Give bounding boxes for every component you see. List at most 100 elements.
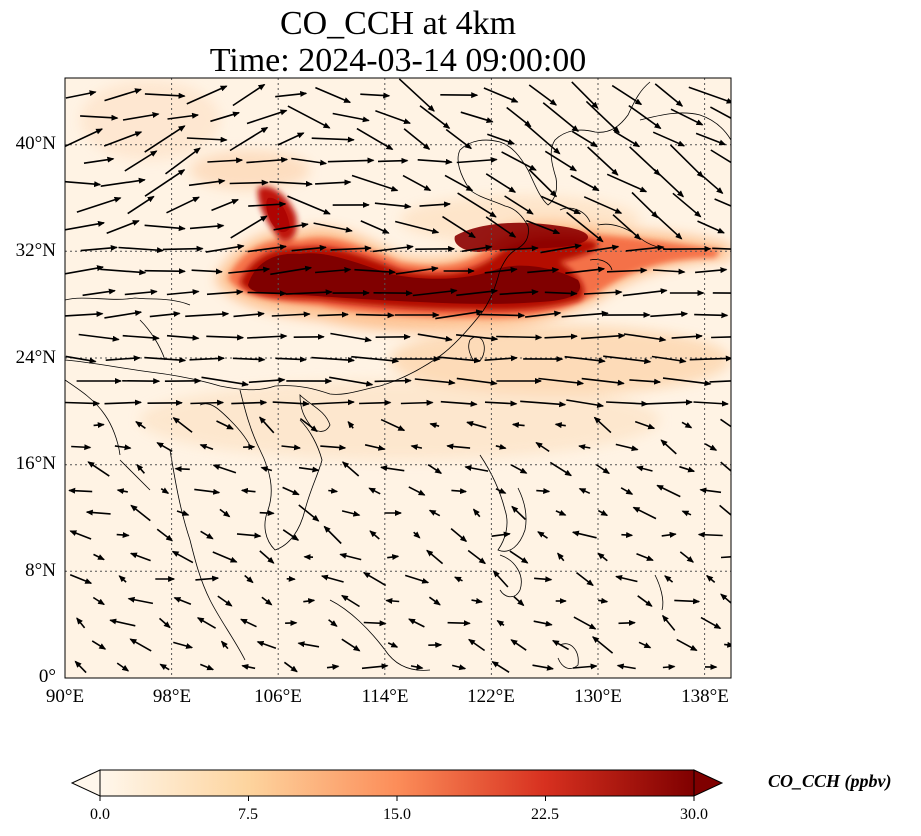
wind-arrow — [374, 377, 412, 384]
wind-arrow — [236, 532, 262, 539]
wind-arrow — [395, 220, 440, 234]
wind-arrow — [483, 87, 519, 103]
wind-arrow — [664, 575, 674, 583]
wind-arrow — [618, 619, 636, 626]
wind-arrow — [612, 214, 642, 240]
wind-arrow — [499, 289, 539, 296]
wind-arrow — [317, 311, 349, 318]
x-tick-label: 114°E — [361, 686, 409, 707]
wind-arrow — [195, 575, 220, 582]
wind-arrow — [91, 640, 107, 650]
wind-arrow — [65, 128, 104, 148]
wind-arrow — [417, 333, 453, 342]
wind-arrow — [374, 202, 412, 210]
wind-arrow — [311, 136, 355, 143]
wind-arrow — [613, 130, 641, 148]
wind-arrow — [565, 266, 606, 274]
wind-arrow — [538, 377, 585, 386]
wind-arrow — [414, 378, 456, 386]
wind-arrow — [693, 400, 729, 407]
wind-arrow — [511, 422, 525, 428]
wind-arrow — [525, 219, 561, 235]
wind-arrow — [116, 532, 130, 538]
wind-arrow — [186, 85, 228, 105]
wind-arrow — [456, 156, 498, 164]
wind-arrow — [447, 620, 471, 627]
wind-arrow — [247, 244, 287, 253]
x-tick-label: 122°E — [467, 686, 515, 707]
wind-arrow — [672, 192, 702, 218]
wind-arrow — [570, 174, 600, 192]
wind-arrow — [681, 421, 693, 429]
wind-arrow — [76, 617, 86, 629]
wind-arrow — [160, 487, 170, 494]
wind-arrow — [189, 223, 225, 230]
wind-arrow — [231, 399, 268, 406]
wind-arrow — [456, 377, 498, 386]
wind-arrow — [679, 551, 694, 563]
wind-arrow — [525, 123, 561, 155]
wind-arrow — [186, 136, 228, 143]
wind-vectors — [65, 78, 731, 674]
wind-arrow — [564, 355, 606, 364]
wind-arrow — [360, 92, 391, 99]
wind-arrow — [711, 336, 731, 339]
wind-arrow — [699, 487, 722, 494]
wind-arrow — [720, 418, 731, 432]
wind-arrow — [69, 573, 93, 585]
wind-arrow — [622, 288, 668, 297]
wind-arrow — [122, 112, 160, 121]
wind-arrow — [217, 595, 233, 607]
wind-arrow — [598, 597, 609, 604]
wind-arrow — [65, 265, 104, 275]
wind-arrow — [80, 114, 119, 121]
wind-arrow — [623, 333, 667, 343]
colorbar-gradient — [99, 769, 695, 797]
wind-arrow — [83, 156, 115, 164]
wind-arrow — [525, 310, 562, 318]
wind-arrow — [451, 488, 467, 495]
wind-arrow — [656, 484, 681, 498]
wind-arrow — [491, 661, 510, 673]
wind-arrow — [615, 443, 639, 452]
wind-arrow — [689, 355, 731, 362]
wind-arrow — [159, 663, 170, 671]
wind-arrow — [380, 465, 405, 472]
wind-arrow — [552, 639, 569, 651]
x-tick-label: 106°E — [254, 686, 302, 707]
wind-arrow — [327, 157, 375, 164]
wind-arrow — [65, 400, 101, 407]
wind-arrow — [363, 620, 387, 627]
wind-arrow — [661, 531, 677, 538]
wind-arrow — [655, 214, 683, 240]
wind-arrow — [456, 288, 499, 297]
wind-arrow — [78, 333, 120, 342]
wind-arrow — [106, 220, 140, 234]
wind-arrow — [662, 664, 676, 671]
wind-arrow — [506, 106, 532, 128]
wind-arrow — [229, 179, 269, 186]
wind-arrow — [724, 641, 731, 648]
wind-arrow — [445, 128, 472, 150]
wind-arrow — [419, 105, 451, 129]
wind-arrow — [513, 596, 525, 607]
wind-arrow — [212, 551, 238, 563]
wind-arrow — [544, 333, 578, 340]
wind-arrow — [118, 246, 164, 254]
wind-arrow — [652, 268, 686, 275]
wind-arrow — [536, 488, 551, 495]
wind-arrow — [419, 201, 451, 208]
x-tick-label: 98°E — [152, 686, 192, 707]
wind-arrow — [230, 215, 268, 239]
wind-arrow — [429, 422, 440, 429]
wind-arrow — [320, 444, 347, 451]
wind-arrow — [412, 288, 458, 297]
wind-arrow — [606, 173, 648, 193]
wind-arrow — [200, 530, 214, 540]
wind-arrow — [71, 444, 92, 451]
wind-arrow — [509, 550, 529, 564]
wind-arrow — [428, 509, 441, 517]
wind-arrow — [446, 443, 471, 450]
wind-arrow — [385, 597, 400, 604]
wind-arrow — [660, 439, 677, 455]
